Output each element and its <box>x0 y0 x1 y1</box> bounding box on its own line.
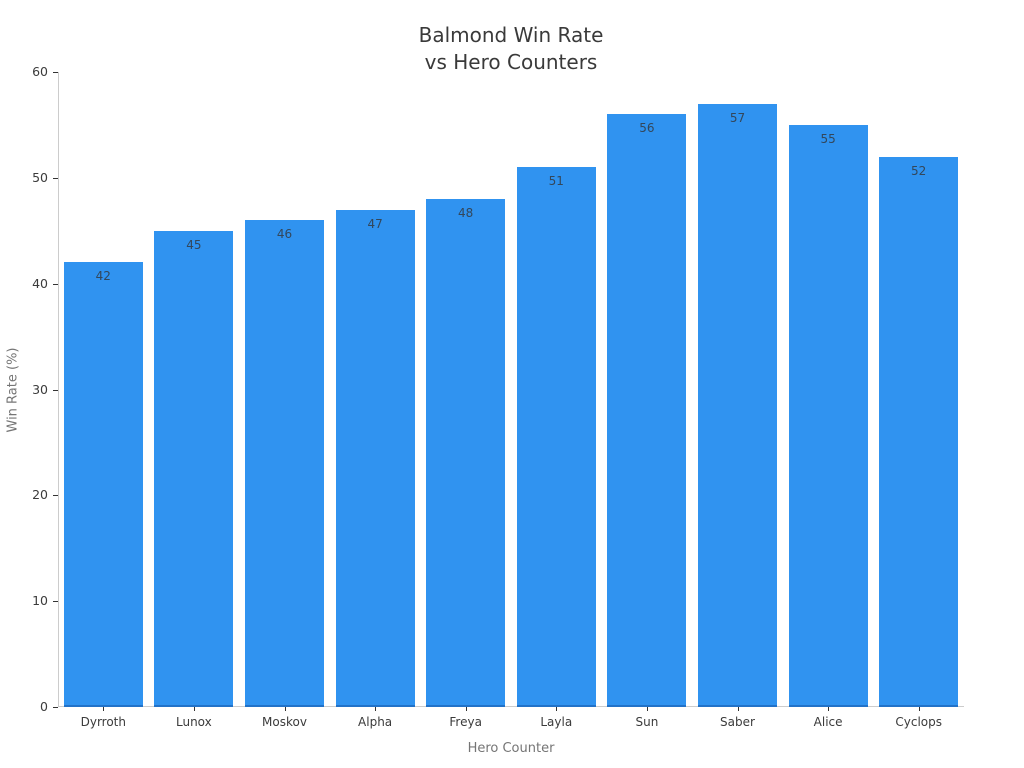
x-tick-label: Layla <box>540 715 573 729</box>
bar <box>788 125 868 707</box>
bar-value-label: 52 <box>911 164 927 178</box>
x-tick-mark <box>828 707 830 711</box>
y-tick-label: 60 <box>32 64 48 79</box>
bar <box>607 114 687 707</box>
x-tick-label: Alice <box>813 715 843 729</box>
bar-value-label: 56 <box>639 121 655 135</box>
x-tick-label: Alpha <box>358 715 393 729</box>
x-tick-mark <box>918 707 920 711</box>
bar-value-label: 47 <box>367 217 383 231</box>
x-axis-label: Hero Counter <box>467 741 555 756</box>
y-tick-label: 50 <box>32 170 48 185</box>
y-tick-label: 30 <box>32 382 48 397</box>
x-axis-spine <box>58 706 964 707</box>
x-tick-label: Saber <box>720 715 755 729</box>
bar-value-label: 45 <box>186 238 202 252</box>
y-tick-mark <box>53 707 58 708</box>
x-tick-mark <box>737 707 739 711</box>
bar-value-label: 51 <box>548 174 564 188</box>
x-tick-label: Sun <box>635 715 659 729</box>
y-tick-mark <box>53 72 58 73</box>
y-tick-label: 40 <box>32 276 48 291</box>
x-tick-mark <box>103 707 105 711</box>
x-tick-label: Freya <box>449 715 482 729</box>
bar-value-label: 46 <box>276 227 293 241</box>
x-tick-mark <box>465 707 467 711</box>
bar <box>63 262 143 707</box>
y-tick-mark <box>53 178 58 179</box>
bar <box>698 104 777 707</box>
x-tick-label: Lunox <box>176 715 212 729</box>
bar <box>245 220 324 707</box>
x-tick-mark <box>556 707 558 711</box>
x-tick-mark <box>284 707 286 711</box>
x-tick-mark <box>646 707 648 711</box>
y-axis-spine <box>58 72 59 707</box>
x-tick-mark <box>375 707 377 711</box>
x-tick-label: Cyclops <box>895 715 942 729</box>
bar <box>154 231 234 707</box>
y-tick-mark <box>53 390 58 391</box>
y-tick-label: 0 <box>40 699 48 714</box>
chart-title-line1: Balmond Win Rate <box>418 23 604 47</box>
bar <box>335 210 415 707</box>
bar <box>879 157 959 707</box>
y-tick-label: 10 <box>32 593 48 608</box>
chart-title: Balmond Win Rate vs Hero Counters <box>0 22 1022 76</box>
bar <box>426 199 506 707</box>
bar <box>516 167 596 707</box>
x-tick-label: Dyrroth <box>80 715 126 729</box>
chart-title-line2: vs Hero Counters <box>424 50 598 74</box>
x-tick-label: Moskov <box>262 715 307 729</box>
bar-value-label: 48 <box>458 206 474 220</box>
bar-value-label: 55 <box>820 132 836 146</box>
plot-area: 42 45 46 47 48 51 56 57 55 52 0 10 20 30 40 50 60 Dyrro… <box>32 64 964 729</box>
y-tick-mark <box>53 495 58 496</box>
bar-value-label: 57 <box>729 111 746 125</box>
y-tick-mark <box>53 284 58 285</box>
bar-value-label: 42 <box>95 269 111 283</box>
y-tick-label: 20 <box>32 487 48 502</box>
y-tick-mark <box>53 601 58 602</box>
x-tick-mark <box>193 707 195 711</box>
